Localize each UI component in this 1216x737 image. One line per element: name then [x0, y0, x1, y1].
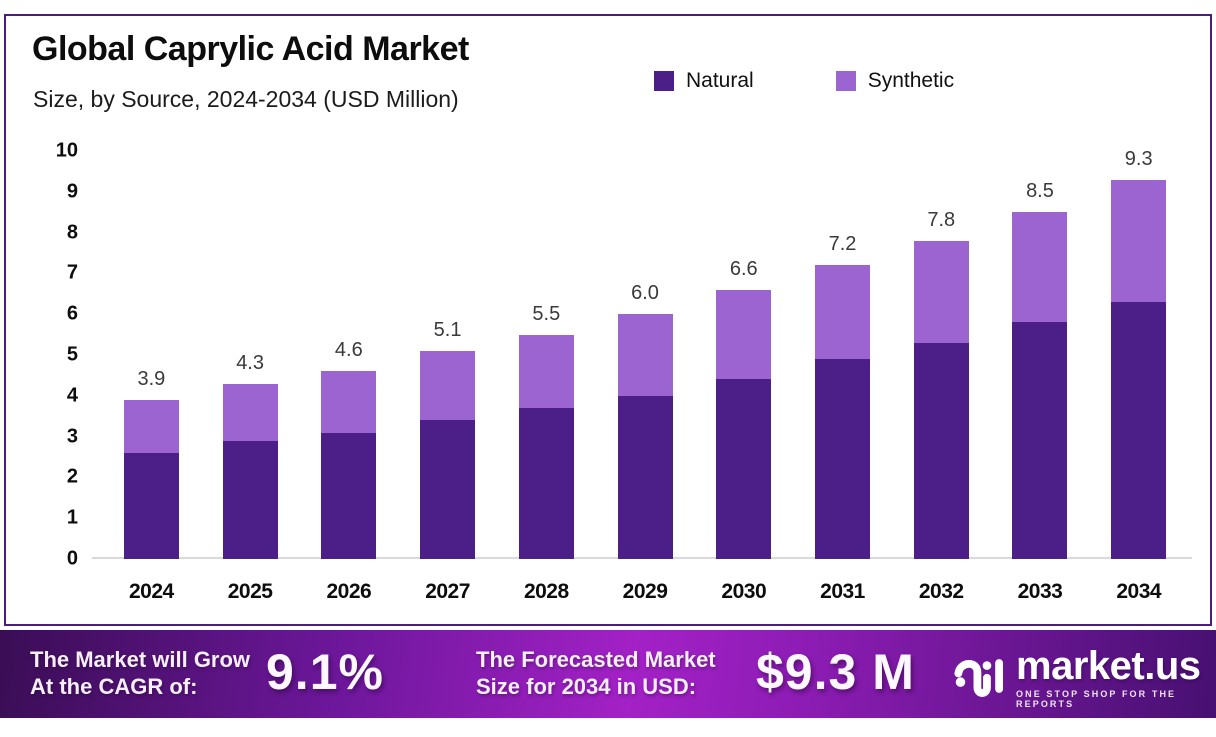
- page-title: Global Caprylic Acid Market: [32, 30, 469, 68]
- x-tick-2025: 2025: [227, 580, 273, 603]
- bar-total-label-2029: 6.0: [631, 282, 659, 305]
- legend-item-natural: Natural: [654, 69, 754, 93]
- bar-total-label-2031: 7.2: [828, 233, 857, 256]
- y-tick-10: 10: [55, 139, 78, 162]
- bar-2025: 4.3: [201, 352, 300, 559]
- bar-2025-synthetic: [222, 383, 278, 441]
- bar-total-label-2034: 9.3: [1124, 147, 1153, 170]
- x-tick-2033: 2033: [1017, 580, 1063, 603]
- bar-2032-natural: [913, 342, 969, 559]
- cagr-label-line2: At the CAGR of:: [30, 674, 198, 699]
- bar-2031-synthetic: [815, 265, 870, 360]
- bar-2029: 6.0: [596, 282, 695, 559]
- bar-2033: 8.5: [991, 180, 1090, 559]
- chart-legend: Natural Synthetic: [654, 69, 954, 93]
- y-tick-2: 2: [66, 465, 78, 488]
- y-tick-8: 8: [66, 221, 78, 244]
- y-tick-7: 7: [66, 261, 78, 284]
- logo-text-block: market.us ONE STOP SHOP FOR THE REPORTS: [1016, 644, 1216, 709]
- bar-total-label-2026: 4.6: [334, 339, 363, 362]
- y-tick-1: 1: [66, 506, 78, 529]
- market-us-logo: market.us ONE STOP SHOP FOR THE REPORTS: [954, 644, 1216, 709]
- footer-banner: The Market will Grow At the CAGR of: 9.1…: [0, 630, 1216, 718]
- bar-2028-natural: [518, 408, 574, 559]
- bar-2032-synthetic: [913, 240, 969, 343]
- bar-2026-synthetic: [321, 371, 377, 433]
- bar-total-label-2032: 7.8: [927, 208, 956, 231]
- x-tick-2024: 2024: [129, 580, 174, 603]
- logo-name: market.us: [1016, 644, 1201, 688]
- y-tick-4: 4: [66, 384, 78, 407]
- logo-tagline: ONE STOP SHOP FOR THE REPORTS: [1016, 689, 1177, 709]
- x-tick-2031: 2031: [820, 580, 865, 603]
- x-tick-2028: 2028: [523, 580, 569, 603]
- bar-2034: 9.3: [1089, 148, 1188, 559]
- bar-2031-natural: [815, 359, 870, 559]
- bar-2027-natural: [420, 420, 476, 559]
- bar-2032: 7.8: [892, 209, 991, 559]
- cagr-value: 9.1%: [266, 644, 384, 700]
- bar-2025-natural: [222, 440, 278, 559]
- natural-swatch-icon: [654, 71, 674, 91]
- bar-total-label-2027: 5.1: [433, 318, 462, 341]
- x-tick-2027: 2027: [425, 580, 470, 603]
- bar-2034-natural: [1111, 301, 1167, 559]
- bar-2028: 5.5: [497, 303, 596, 559]
- legend-label: Natural: [686, 69, 754, 92]
- bar-total-label-2024: 3.9: [137, 367, 166, 390]
- bar-2026-natural: [321, 432, 377, 559]
- x-tick-2030: 2030: [721, 580, 767, 603]
- bar-2031: 7.2: [793, 233, 892, 559]
- forecast-label-line1: The Forecasted Market: [476, 647, 716, 672]
- bar-2033-natural: [1012, 322, 1068, 559]
- cagr-label: The Market will Grow At the CAGR of:: [30, 646, 250, 700]
- x-tick-2029: 2029: [622, 580, 668, 603]
- bar-2029-natural: [617, 395, 673, 559]
- forecast-label: The Forecasted Market Size for 2034 in U…: [476, 646, 716, 700]
- bar-group: 3.9 4.3 4.6 5.1 5.5 6.0 6.6 7.2 7.8 8.5 9.3: [102, 129, 1188, 559]
- bar-2030-natural: [716, 379, 772, 559]
- bar-2024-synthetic: [123, 399, 179, 453]
- chart-subtitle: Size, by Source, 2024-2034 (USD Million): [33, 86, 459, 112]
- bar-2026: 4.6: [299, 339, 398, 559]
- bar-total-label-2033: 8.5: [1026, 180, 1054, 203]
- forecast-value: $9.3 M: [756, 644, 915, 700]
- bar-2033-synthetic: [1012, 212, 1068, 323]
- y-tick-9: 9: [66, 180, 78, 203]
- bar-2028-synthetic: [518, 334, 574, 409]
- bar-2029-synthetic: [617, 314, 673, 396]
- bar-total-label-2028: 5.5: [532, 302, 561, 325]
- bar-2030: 6.6: [694, 258, 793, 559]
- bar-2027-synthetic: [420, 350, 476, 421]
- bar-2030-synthetic: [716, 289, 772, 380]
- legend-item-synthetic: Synthetic: [835, 69, 955, 93]
- bar-total-label-2025: 4.3: [236, 351, 264, 374]
- x-axis-labels: 2024 2025 2026 2027 2028 2029 2030 2031 2032 2033…: [102, 580, 1188, 604]
- x-tick-2032: 2032: [918, 580, 964, 603]
- bar-total-label-2030: 6.6: [729, 257, 758, 280]
- chart-card: Global Caprylic Acid Market Size, by Sou…: [4, 14, 1212, 626]
- y-tick-3: 3: [66, 425, 78, 448]
- legend-label: Synthetic: [867, 69, 955, 92]
- synthetic-swatch-icon: [835, 71, 856, 91]
- x-tick-2026: 2026: [326, 580, 372, 603]
- market-us-logo-icon: [954, 659, 1003, 697]
- forecast-label-line2: Size for 2034 in USD:: [476, 674, 697, 699]
- cagr-label-line1: The Market will Grow: [30, 647, 251, 672]
- bar-2027: 5.1: [398, 319, 497, 559]
- bar-2024-natural: [123, 452, 179, 559]
- bar-2024: 3.9: [102, 368, 201, 559]
- y-tick-5: 5: [66, 343, 78, 366]
- bar-2034-synthetic: [1111, 179, 1167, 302]
- y-tick-6: 6: [66, 302, 78, 325]
- plot-area: 0 1 2 3 4 5 6 7 8 9 10 3.9 4.3 4.6 5.1 5.5 6.0 6.6 7.2 7.8…: [6, 16, 1210, 624]
- x-tick-2034: 2034: [1116, 580, 1162, 603]
- y-tick-0: 0: [66, 547, 78, 570]
